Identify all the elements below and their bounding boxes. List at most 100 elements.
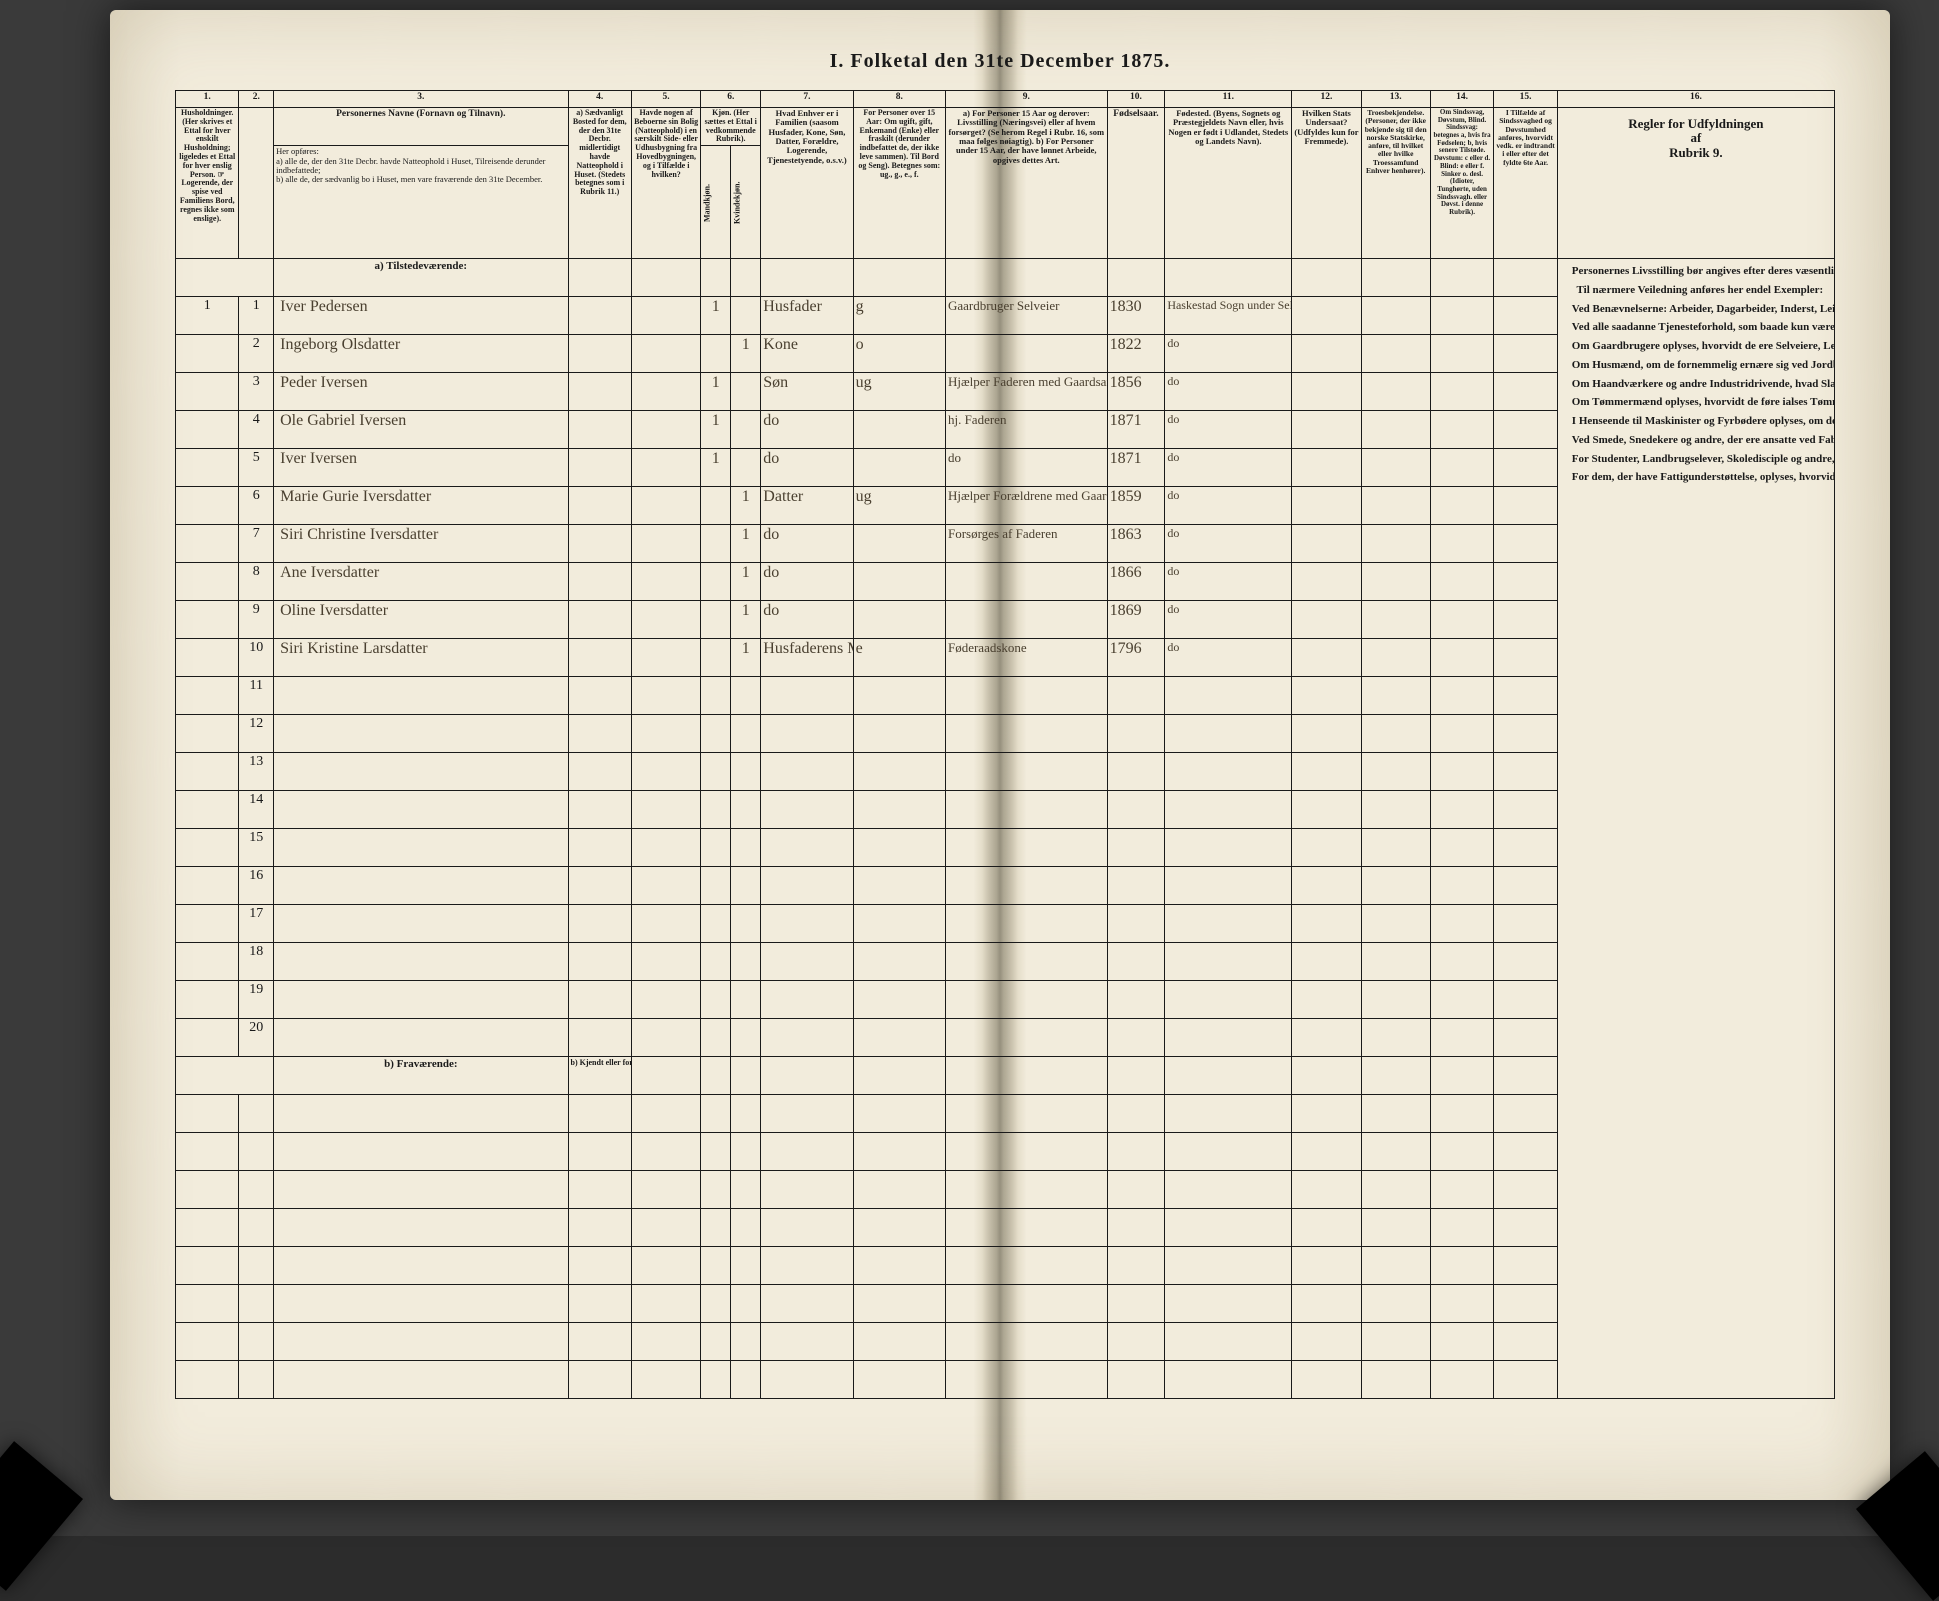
cell-c5 bbox=[631, 297, 700, 335]
empty-cell bbox=[1361, 753, 1430, 791]
empty-cell bbox=[1292, 905, 1361, 943]
empty-cell bbox=[631, 829, 700, 867]
empty-cell bbox=[1107, 1133, 1165, 1171]
cell-c14 bbox=[1430, 297, 1493, 335]
empty-cell bbox=[631, 981, 700, 1019]
cell-c14 bbox=[1430, 335, 1493, 373]
empty-cell bbox=[945, 677, 1107, 715]
empty-cell bbox=[568, 1361, 631, 1399]
cell-name: Oline Iversdatter bbox=[274, 601, 568, 639]
cell-civil bbox=[853, 601, 945, 639]
sec-b-fill-8 bbox=[1292, 1057, 1361, 1095]
empty-cell bbox=[631, 1133, 700, 1171]
cell-family: Husfader bbox=[761, 297, 853, 335]
empty-cell bbox=[568, 1285, 631, 1323]
colnum-1.: 1. bbox=[176, 91, 239, 108]
empty-cell bbox=[631, 943, 700, 981]
sec-a-fill-9 bbox=[1292, 259, 1361, 297]
empty-cell bbox=[853, 1171, 945, 1209]
rules-para-0: Personernes Livsstilling bør angives eft… bbox=[1564, 265, 1828, 279]
cell-c5 bbox=[631, 487, 700, 525]
empty-cell bbox=[1430, 1323, 1493, 1361]
empty-cell bbox=[853, 981, 945, 1019]
colnum-11.: 11. bbox=[1165, 91, 1292, 108]
hdr-col15: I Tilfælde af Sindssvaghed og Døvstumhed… bbox=[1494, 108, 1557, 259]
empty-cell bbox=[1107, 1285, 1165, 1323]
cell-c15 bbox=[1494, 411, 1557, 449]
rules-column: Personernes Livsstilling bør angives eft… bbox=[1557, 259, 1834, 1399]
empty-cell bbox=[945, 791, 1107, 829]
cell-name: Siri Kristine Larsdatter bbox=[274, 639, 568, 677]
hdr-col7: Hvad Enhver er i Familien (saasom Husfad… bbox=[761, 108, 853, 259]
hdr-col3-body: Her opføres: a) alle de, der den 31te De… bbox=[274, 146, 568, 259]
empty-cell bbox=[731, 753, 761, 791]
cell-name: Ane Iversdatter bbox=[274, 563, 568, 601]
empty-cell bbox=[853, 1133, 945, 1171]
empty-cell bbox=[1292, 1133, 1361, 1171]
cell-hh bbox=[176, 411, 239, 449]
hdr-col14: Om Sindssvag, Døvstum, Blind. Sindssvag:… bbox=[1430, 108, 1493, 259]
cell-lineno: 4 bbox=[239, 411, 274, 449]
rules-para-7: Om Tømmermænd oplyses, hvorvidt de føre … bbox=[1564, 396, 1828, 410]
cell-c12 bbox=[1292, 449, 1361, 487]
empty-cell bbox=[239, 1171, 274, 1209]
cell-male bbox=[701, 487, 731, 525]
cell-c13 bbox=[1361, 373, 1430, 411]
cell-c12 bbox=[1292, 639, 1361, 677]
cell-c5 bbox=[631, 411, 700, 449]
empty-cell bbox=[1165, 791, 1292, 829]
sec-b-fill-0 bbox=[631, 1057, 700, 1095]
empty-cell bbox=[568, 1133, 631, 1171]
sec-a-fill-5 bbox=[853, 259, 945, 297]
empty-cell bbox=[701, 1361, 731, 1399]
cell-c15 bbox=[1494, 297, 1557, 335]
sec-a-text: a) Tilstedeværende: bbox=[274, 259, 568, 297]
empty-cell bbox=[731, 1019, 761, 1057]
empty-cell bbox=[1494, 1019, 1557, 1057]
empty-cell bbox=[239, 1095, 274, 1133]
cell-year: 1796 bbox=[1107, 639, 1165, 677]
empty-cell bbox=[274, 715, 568, 753]
title-prefix: I. Folketal den bbox=[830, 50, 975, 72]
empty-cell bbox=[1494, 1247, 1557, 1285]
cell-c15 bbox=[1494, 639, 1557, 677]
cell-male: 1 bbox=[701, 411, 731, 449]
column-number-row: 1.2.3.4.5.6.7.8.9.10.11.12.13.14.15.16. bbox=[176, 91, 1835, 108]
empty-cell bbox=[1292, 677, 1361, 715]
empty-cell bbox=[1494, 1209, 1557, 1247]
cell-c5 bbox=[631, 373, 700, 411]
sec-b-fill-3 bbox=[761, 1057, 853, 1095]
empty-cell bbox=[1292, 1171, 1361, 1209]
cell-year: 1856 bbox=[1107, 373, 1165, 411]
empty-cell bbox=[568, 677, 631, 715]
cell-year: 1869 bbox=[1107, 601, 1165, 639]
rules-para-1: Til nærmere Veiledning anføres her endel… bbox=[1564, 284, 1828, 298]
empty-cell bbox=[761, 1133, 853, 1171]
empty-cell bbox=[568, 1209, 631, 1247]
cell-family: do bbox=[761, 411, 853, 449]
cell-occupation: Føderaadskone bbox=[945, 639, 1107, 677]
empty-cell bbox=[274, 1361, 568, 1399]
empty-cell bbox=[731, 867, 761, 905]
sec-a-fill-7 bbox=[1107, 259, 1165, 297]
empty-cell bbox=[568, 791, 631, 829]
empty-cell bbox=[945, 1209, 1107, 1247]
cell-family: Kone bbox=[761, 335, 853, 373]
cell-female bbox=[731, 411, 761, 449]
empty-cell bbox=[853, 905, 945, 943]
empty-cell bbox=[701, 943, 731, 981]
cell-c14 bbox=[1430, 487, 1493, 525]
cell-name: Ingeborg Olsdatter bbox=[274, 335, 568, 373]
cell-c14 bbox=[1430, 601, 1493, 639]
cell-birthplace: do bbox=[1165, 601, 1292, 639]
cell-lineno: 16 bbox=[239, 867, 274, 905]
empty-cell bbox=[1430, 943, 1493, 981]
cell-hh bbox=[176, 601, 239, 639]
cell-c4 bbox=[568, 297, 631, 335]
sec-a-fill-4 bbox=[761, 259, 853, 297]
empty-cell bbox=[945, 715, 1107, 753]
cell-lineno: 14 bbox=[239, 791, 274, 829]
cell-name: Iver Pedersen bbox=[274, 297, 568, 335]
empty-cell bbox=[274, 867, 568, 905]
page-title: I. Folketal den 31te December 1875. bbox=[110, 50, 1890, 73]
